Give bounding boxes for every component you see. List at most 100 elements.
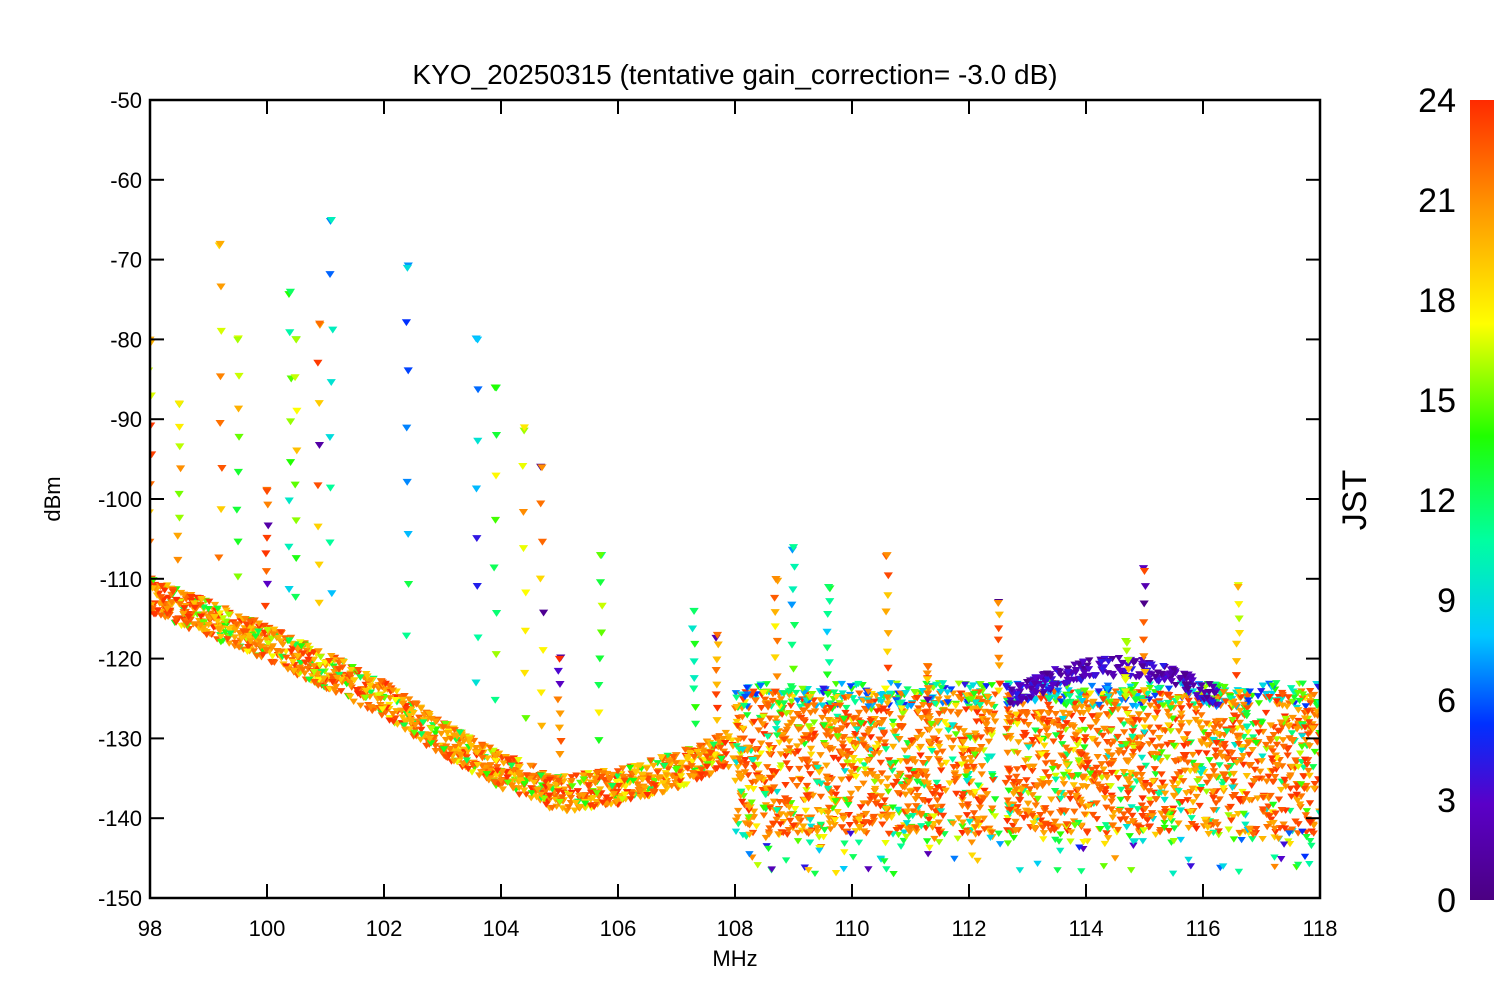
data-point: [913, 708, 923, 715]
data-point: [402, 264, 412, 272]
data-point: [1140, 729, 1149, 736]
data-point: [1051, 772, 1060, 780]
data-point: [1099, 696, 1108, 703]
data-point: [782, 748, 791, 755]
data-point: [776, 751, 786, 758]
data-point: [719, 763, 729, 770]
data-point: [272, 647, 282, 655]
data-point: [1202, 720, 1211, 727]
data-point: [1204, 831, 1213, 838]
data-point: [922, 838, 932, 845]
data-point: [805, 693, 815, 701]
data-point: [1301, 703, 1310, 710]
data-point: [555, 751, 565, 758]
data-point: [881, 840, 890, 847]
data-point: [1080, 738, 1090, 745]
data-point: [1126, 769, 1136, 777]
data-point: [1183, 731, 1192, 738]
data-point: [1140, 669, 1150, 676]
data-point: [232, 506, 242, 514]
data-point: [1016, 696, 1026, 703]
data-point: [1184, 856, 1193, 864]
data-point: [831, 719, 840, 726]
data-point: [842, 704, 851, 712]
data-point: [825, 598, 835, 606]
data-point: [936, 688, 945, 696]
data-point: [1177, 723, 1186, 730]
data-point: [661, 783, 670, 791]
data-point: [156, 594, 166, 601]
data-point: [854, 709, 864, 717]
data-point: [410, 729, 419, 737]
data-point: [1245, 797, 1254, 804]
data-point: [244, 644, 253, 651]
data-point: [862, 692, 872, 699]
data-point: [793, 829, 803, 837]
data-point: [968, 746, 977, 754]
data-point: [1249, 778, 1258, 785]
data-point: [285, 329, 295, 337]
data-point: [901, 791, 910, 798]
data-point: [1059, 723, 1068, 731]
data-point: [1272, 680, 1281, 687]
data-point: [923, 690, 933, 698]
data-point: [1297, 733, 1307, 740]
data-point: [839, 816, 848, 823]
data-point: [834, 728, 844, 735]
data-point: [1220, 740, 1229, 748]
data-point: [712, 631, 723, 639]
data-point: [760, 696, 770, 703]
data-point: [1164, 722, 1173, 729]
data-point: [1269, 819, 1278, 827]
data-point: [775, 703, 785, 710]
data-point: [888, 767, 897, 775]
data-point: [560, 773, 569, 780]
data-point: [478, 754, 487, 762]
data-point: [806, 817, 815, 824]
data-point: [787, 698, 796, 705]
data-point: [681, 746, 690, 754]
data-point: [278, 641, 288, 648]
data-point: [471, 679, 481, 687]
data-point: [519, 427, 529, 435]
data-point: [1281, 783, 1290, 790]
data-point: [347, 667, 356, 674]
data-point: [1285, 841, 1295, 848]
data-point: [1303, 708, 1313, 715]
data-point: [1113, 733, 1123, 741]
data-point: [1134, 711, 1144, 718]
data-point: [362, 671, 371, 678]
data-point: [902, 833, 911, 841]
data-point: [498, 786, 508, 793]
data-point: [350, 677, 359, 684]
data-point: [924, 756, 933, 763]
data-point: [345, 671, 355, 678]
data-point: [898, 723, 907, 731]
data-point: [1214, 832, 1223, 839]
data-point: [822, 782, 832, 789]
data-point: [962, 812, 972, 819]
data-point: [960, 681, 970, 688]
data-point: [1123, 710, 1132, 718]
data-point: [883, 592, 893, 600]
data-point: [671, 760, 681, 767]
data-point: [994, 654, 1004, 662]
data-point: [385, 695, 395, 702]
data-point: [760, 791, 770, 798]
data-point: [1073, 772, 1083, 779]
data-point: [732, 703, 741, 711]
data-point: [1115, 747, 1124, 754]
data-point: [1099, 863, 1109, 870]
data-point: [866, 796, 875, 803]
x-tick-label: 110: [834, 916, 869, 941]
data-point: [1039, 690, 1048, 697]
data-point: [196, 613, 206, 620]
data-point: [1245, 825, 1254, 833]
data-point: [1104, 693, 1113, 700]
data-point: [908, 808, 918, 815]
data-point: [158, 608, 167, 616]
data-point: [346, 679, 355, 687]
data-point: [886, 680, 896, 687]
data-point: [943, 722, 952, 729]
data-point: [400, 726, 410, 733]
